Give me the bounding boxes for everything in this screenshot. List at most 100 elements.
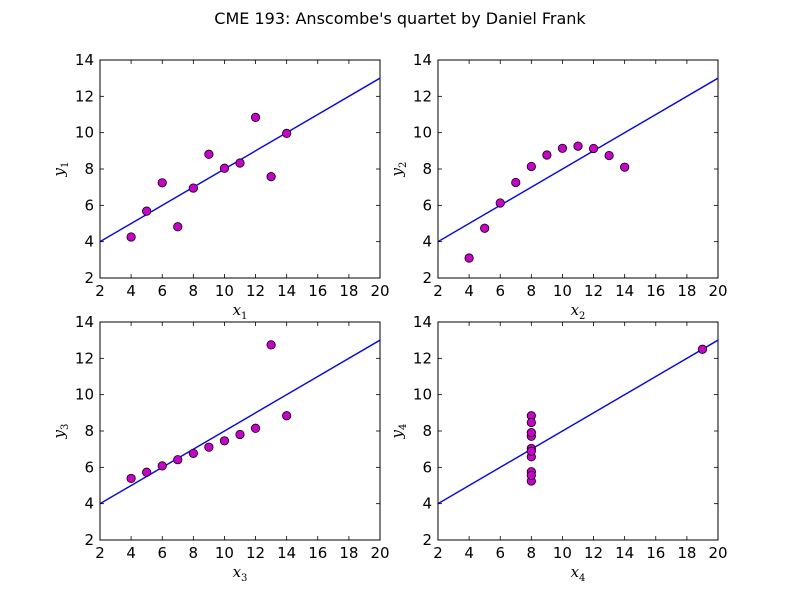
y-tick-label: 8: [422, 422, 432, 440]
regression-line: [438, 339, 718, 505]
y-tick-label: 6: [422, 458, 432, 476]
y-tick-label: 8: [84, 160, 94, 178]
y-tick-label: 6: [84, 458, 94, 476]
y-tick-label: 2: [84, 531, 94, 549]
x-tick-label: 6: [495, 544, 505, 562]
data-point: [464, 253, 474, 263]
data-point: [188, 448, 198, 458]
y-tick-label: 14: [413, 51, 432, 69]
x-tick-label: 6: [157, 282, 167, 300]
subplot-1: 2 4 6 8 10 12 14 16 18 20 2 4 6 8 10 12 14 x1 y1: [50, 51, 390, 322]
y-tick-label: 12: [75, 349, 94, 367]
data-point: [126, 473, 136, 484]
data-point: [142, 206, 152, 216]
data-point: [480, 223, 490, 233]
data-point: [511, 177, 521, 188]
x-tick-label: 4: [464, 544, 474, 562]
y-tick-label: 14: [75, 313, 94, 331]
x-tick-label: 16: [308, 282, 327, 300]
plot-frame: [99, 59, 381, 279]
y-tick-label: 10: [75, 386, 94, 404]
data-point: [157, 178, 167, 188]
data-point: [282, 128, 292, 138]
y-tick-label: 12: [75, 87, 94, 105]
x-tick-label: 20: [370, 544, 389, 562]
x-axis-label: x4: [571, 563, 586, 584]
x-axis-label: x3: [233, 563, 248, 584]
y-tick-label: 12: [413, 349, 432, 367]
data-point: [126, 232, 136, 242]
y-tick-label: 14: [413, 313, 432, 331]
x-tick-label: 12: [584, 544, 603, 562]
data-point: [235, 429, 245, 440]
x-tick-label: 18: [339, 544, 358, 562]
x-tick-label: 16: [646, 544, 665, 562]
y-axis-label: y1: [50, 162, 71, 178]
data-point: [188, 183, 198, 193]
x-tick-label: 4: [464, 282, 474, 300]
y-tick-label: 2: [422, 269, 432, 287]
x-tick-label: 12: [246, 544, 265, 562]
data-point: [142, 467, 152, 477]
x-axis-label: x1: [233, 301, 248, 322]
x-tick-label: 10: [215, 544, 234, 562]
y-tick-label: 2: [84, 269, 94, 287]
x-tick-label: 20: [370, 282, 389, 300]
x-tick-label: 2: [433, 282, 443, 300]
subplot-4: 2 4 6 8 10 12 14 16 18 20 2 4 6 8 10 12 14 x4 y4: [388, 313, 728, 584]
data-point: [235, 158, 245, 168]
data-point: [526, 470, 536, 480]
data-point: [266, 172, 276, 182]
x-tick-label: 10: [553, 282, 572, 300]
plot-frame: [437, 59, 719, 279]
x-tick-label: 10: [553, 544, 572, 562]
y-tick-label: 4: [84, 495, 94, 513]
data-point: [250, 423, 261, 433]
regression-line: [438, 77, 718, 243]
data-point: [157, 461, 167, 471]
y-tick-label: 2: [422, 531, 432, 549]
data-point: [557, 143, 568, 153]
figure-title: CME 193: Anscombe's quartet by Daniel Fr…: [214, 9, 586, 28]
y-tick-label: 8: [84, 422, 94, 440]
data-point: [526, 428, 536, 438]
data-point: [266, 340, 276, 350]
x-tick-label: 4: [126, 544, 136, 562]
x-tick-label: 18: [677, 544, 696, 562]
x-tick-label: 12: [584, 282, 603, 300]
y-tick-label: 8: [422, 160, 432, 178]
data-point: [604, 150, 614, 161]
data-point: [573, 141, 583, 151]
subplot-3: 2 4 6 8 10 12 14 16 18 20 2 4 6 8 10 12 14 x3 y3: [50, 313, 390, 584]
y-tick-label: 6: [84, 196, 94, 214]
y-tick-label: 4: [84, 233, 94, 251]
y-tick-label: 12: [413, 87, 432, 105]
data-point: [620, 162, 630, 172]
x-tick-label: 2: [95, 282, 105, 300]
data-point: [250, 112, 261, 123]
x-tick-label: 4: [126, 282, 136, 300]
data-point: [526, 446, 536, 456]
x-tick-label: 8: [189, 544, 199, 562]
y-axis-label: y3: [50, 424, 71, 440]
data-point: [204, 149, 214, 159]
x-tick-label: 6: [157, 544, 167, 562]
data-point: [219, 163, 230, 173]
data-point: [526, 161, 536, 172]
x-tick-label: 2: [95, 544, 105, 562]
y-axis-label: y2: [388, 162, 409, 178]
subplot-2: 2 4 6 8 10 12 14 16 18 20 2 4 6 8 10 12 14 x2 y2: [388, 51, 728, 322]
data-point: [282, 411, 292, 421]
y-tick-label: 10: [75, 124, 94, 142]
x-tick-label: 14: [615, 282, 634, 300]
data-point: [173, 222, 183, 232]
x-tick-label: 16: [308, 544, 327, 562]
data-point: [173, 455, 183, 465]
x-tick-label: 8: [527, 544, 537, 562]
data-point: [204, 442, 214, 452]
x-tick-label: 14: [277, 282, 296, 300]
y-tick-label: 4: [422, 495, 432, 513]
y-tick-label: 6: [422, 196, 432, 214]
data-point: [542, 150, 552, 160]
